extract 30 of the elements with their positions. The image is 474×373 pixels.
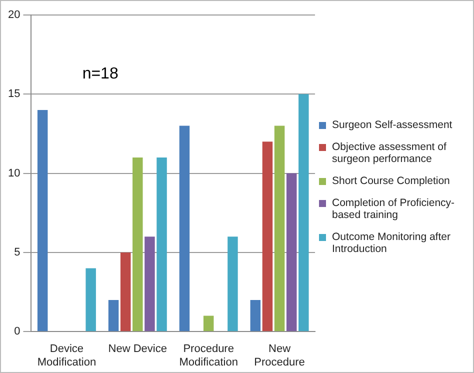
legend-label: Short Course Completion (332, 174, 450, 186)
bar (144, 236, 155, 332)
bar (228, 236, 238, 332)
y-tick-label: 20 (8, 9, 20, 22)
x-tick-label: Device Modification (37, 343, 96, 368)
bar (179, 126, 190, 332)
bar (298, 94, 309, 332)
annotation: n=18 (82, 65, 118, 82)
bar (250, 300, 261, 332)
y-tick-label: 0 (14, 326, 20, 338)
bar (286, 173, 297, 332)
bar (86, 268, 96, 332)
y-tick-label: 10 (8, 167, 20, 180)
bar (274, 126, 285, 332)
bar (37, 110, 48, 332)
bar (132, 157, 143, 332)
bar (203, 316, 214, 332)
bar (262, 142, 273, 332)
x-tick-label: Procedure Modification (179, 343, 238, 368)
x-tick-label: New Device (108, 343, 167, 356)
legend-label: Outcome Monitoring after Introduction (332, 230, 452, 254)
bar (156, 157, 167, 332)
y-tick-label: 15 (8, 88, 20, 100)
x-tick-label: New Procedure (254, 343, 305, 368)
bar (108, 300, 119, 332)
legend-label: Objective assessment of surgeon performance (332, 140, 448, 164)
legend-label: Completion of Proficiency-based training (332, 196, 456, 220)
y-tick-label: 5 (14, 246, 20, 258)
bar (120, 252, 131, 332)
legend-label: Surgeon Self-assessment (332, 118, 452, 130)
